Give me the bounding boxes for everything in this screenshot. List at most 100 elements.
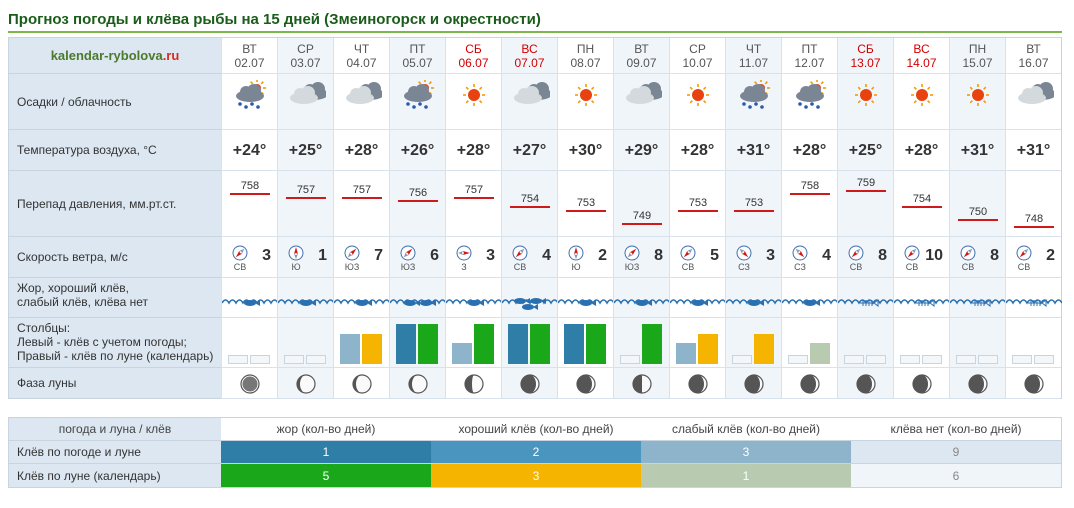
moon-row: Фаза луны: [9, 368, 1061, 399]
wind-direction: ЮЗ: [344, 262, 360, 272]
moon-cell: [333, 368, 389, 399]
temp-value: +28°: [456, 142, 491, 159]
pressure-value: 749: [622, 210, 662, 225]
wind-direction: СЗ: [794, 262, 806, 272]
legend-cell-good: 3: [431, 464, 641, 487]
weather-sun-icon: [463, 84, 485, 106]
fish-icon: [468, 300, 484, 306]
moon-phase: [1024, 374, 1044, 394]
moon-phase: [688, 374, 708, 394]
pressure-number: 758: [800, 180, 820, 193]
compass-icon: [1016, 245, 1032, 261]
fish-icon: [580, 300, 596, 306]
temp-value: +30°: [568, 142, 603, 159]
fish-icon: [1028, 299, 1047, 307]
wind-direction-icon: [288, 245, 304, 261]
day-of-week: ПН: [576, 42, 595, 56]
temp-value: +31°: [960, 142, 995, 159]
bite-fish: [1006, 296, 1061, 310]
compass-icon: [960, 245, 976, 261]
day-date: 11.07: [738, 56, 769, 70]
brand-logo[interactable]: kalendar-rybolova .ru: [9, 38, 221, 74]
pressure-bar: [846, 190, 886, 192]
day-header: ВТ 02.07: [221, 38, 277, 74]
legend-header-col: погода и луна / клёв: [9, 418, 221, 440]
pressure-number: 759: [856, 177, 876, 189]
bite-fish: [222, 296, 277, 310]
weather-icon: [790, 79, 830, 110]
fish-icon: [916, 299, 935, 307]
day-of-week: ПТ: [409, 42, 426, 56]
wind-cell: ЮЗ 6: [389, 237, 445, 278]
legend-row-label: Клёв по погоде и луне: [9, 441, 221, 463]
pressure-number: 756: [408, 186, 428, 199]
moon-phase: [296, 374, 316, 394]
legend-header-none: клёва нет (кол-во дней): [890, 422, 1022, 436]
moon-phase: [520, 374, 540, 394]
bite-label-1: Жор, хороший клёв,: [17, 281, 129, 295]
wind-direction: СВ: [681, 262, 695, 272]
wind-cell: СВ 8: [949, 237, 1005, 278]
weather-cell: [277, 74, 333, 130]
moon-phase: [352, 374, 372, 394]
bite-cell: [221, 278, 279, 318]
pressure-bar: [790, 193, 830, 196]
day-label: ВС 14.07: [894, 42, 949, 70]
weather-icon: [622, 80, 664, 110]
pressure-bar: [398, 199, 438, 202]
weather-rain-sun-icon: [740, 79, 770, 109]
compass-icon: [848, 245, 864, 261]
compass-icon: [400, 245, 416, 261]
pressure-cell: 750: [949, 171, 1005, 237]
pressure-bar: [734, 209, 774, 212]
weather-cell: [613, 74, 669, 130]
bar-moon: [586, 324, 606, 364]
bar-weather: [732, 355, 752, 364]
day-of-week: ВС: [521, 42, 538, 56]
legend-cell-weak: 3: [641, 441, 851, 463]
pressure-bar: [454, 196, 494, 199]
moon-phase-icon: [688, 374, 708, 394]
wind-cell: ЮЗ 8: [613, 237, 669, 278]
legend-header-weak: слабый клёв (кол-во дней): [671, 422, 821, 436]
moon-phase-icon: [464, 374, 484, 394]
moon-cell: [445, 368, 501, 399]
wind-direction-icon: [344, 245, 360, 261]
temp-cell: +28°: [445, 130, 501, 171]
temp-cell: +31°: [725, 130, 781, 171]
bar-moon: [754, 334, 774, 364]
bite-cell: [893, 278, 951, 318]
day-date: 08.07: [570, 56, 601, 70]
bite-fish: [278, 296, 333, 310]
day-header: СБ 13.07: [837, 38, 893, 74]
pressure-bar: [342, 196, 382, 199]
wind-speed: 5: [710, 247, 719, 264]
fish-icon: [860, 299, 879, 307]
pressure-number: 757: [296, 183, 316, 196]
moon-cell: [949, 368, 1005, 399]
pressure-value: 753: [734, 197, 774, 212]
pressure-cell: 754: [501, 171, 557, 237]
weather-icon: [734, 79, 774, 110]
wind-speed: 3: [262, 247, 271, 264]
bite-bars: [284, 320, 327, 364]
pressure-bar: [1014, 226, 1054, 228]
weather-cell: [781, 74, 837, 130]
pressure-value: 757: [286, 184, 326, 199]
day-label: ВТ 02.07: [222, 42, 277, 70]
fish-icon: [404, 300, 436, 306]
moon-phase: [576, 374, 596, 394]
day-header: ВС 14.07: [893, 38, 949, 74]
wind-cell: ЮЗ 7: [333, 237, 389, 278]
pressure-row: Перепад давления, мм.рт.ст. 758 757 757 756…: [9, 171, 1061, 237]
day-label: ПТ 05.07: [390, 42, 445, 70]
bar-weather: [396, 324, 416, 364]
wind-direction-icon: [960, 245, 976, 261]
temp-value: +27°: [512, 142, 547, 159]
weather-icon: [566, 80, 606, 110]
bite-fish: [894, 296, 949, 310]
weather-sun-icon: [855, 84, 877, 106]
day-header: СР 10.07: [669, 38, 725, 74]
temp-cell: +31°: [949, 130, 1005, 171]
